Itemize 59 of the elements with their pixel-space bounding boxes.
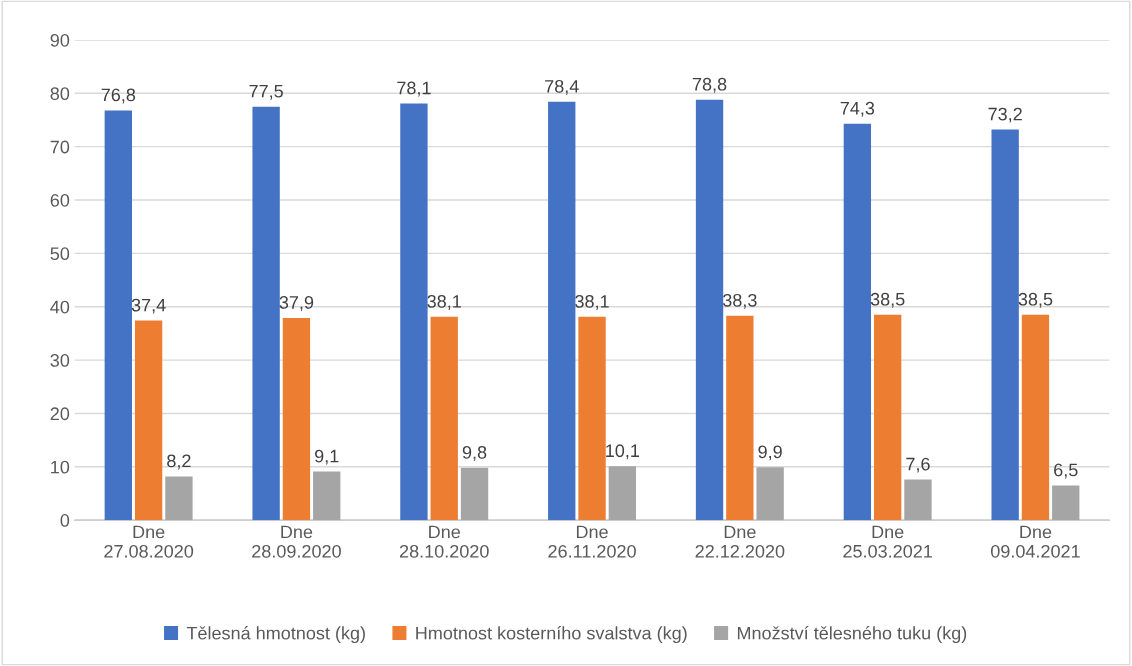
y-tick-label: 80 xyxy=(50,87,70,101)
y-tick-label: 0 xyxy=(60,514,70,527)
data-label: 38,3 xyxy=(722,293,757,309)
data-label: 78,4 xyxy=(545,79,579,95)
bar xyxy=(282,317,311,521)
data-label: 9,1 xyxy=(315,449,339,465)
y-tick-label: 90 xyxy=(50,33,70,47)
bar xyxy=(843,123,872,521)
y-tick-label: 20 xyxy=(50,407,70,421)
data-label: 38,1 xyxy=(575,294,609,310)
bar xyxy=(1021,314,1050,521)
bar xyxy=(252,106,280,521)
bar xyxy=(548,101,576,521)
data-label: 77,5 xyxy=(249,84,283,100)
data-label: 78,8 xyxy=(692,77,727,93)
data-label: 74,3 xyxy=(840,101,875,117)
data-label: 78,1 xyxy=(397,81,431,97)
bar xyxy=(460,467,489,521)
bar xyxy=(134,320,163,521)
bar xyxy=(578,316,606,521)
bar xyxy=(104,110,132,521)
y-tick-label: 70 xyxy=(50,140,70,154)
bar xyxy=(726,315,754,521)
y-tick-label: 50 xyxy=(50,247,70,261)
x-tick-label: Dne 28.10.2020 xyxy=(399,525,489,558)
x-tick-label: Dne 22.12.2020 xyxy=(695,525,785,558)
legend-label: Tělesná hmotnost (kg) xyxy=(186,626,365,644)
data-label: 9,8 xyxy=(462,445,487,461)
bar xyxy=(873,314,902,521)
data-label: 38,5 xyxy=(870,292,905,308)
bar xyxy=(756,467,784,521)
data-label: 7,6 xyxy=(906,457,930,473)
bar xyxy=(608,466,637,521)
bar xyxy=(400,103,428,521)
data-label: 73,2 xyxy=(988,107,1022,123)
x-tick-label: Dne 26.11.2020 xyxy=(548,525,636,558)
data-label: 9,9 xyxy=(758,445,782,461)
x-tick-label: Dne 25.03.2021 xyxy=(843,525,932,558)
y-tick-label: 30 xyxy=(50,354,70,367)
y-tick-label: 10 xyxy=(51,460,70,474)
y-tick-label: 40 xyxy=(50,300,70,314)
x-tick-label: Dne 09.04.2021 xyxy=(990,525,1080,558)
legend-label: Množství tělesného tuku (kg) xyxy=(737,626,967,644)
data-label: 76,8 xyxy=(101,88,136,104)
data-label: 8,2 xyxy=(167,454,191,470)
bar xyxy=(430,316,458,521)
bar xyxy=(904,479,932,521)
bar xyxy=(695,99,724,521)
data-label: 37,4 xyxy=(131,298,166,314)
bar xyxy=(165,476,193,521)
x-tick-label: Dne 28.09.2020 xyxy=(252,525,341,558)
x-tick-label: Dne 27.08.2020 xyxy=(104,525,194,558)
legend-label: Hmotnost kosterního svalstva (kg) xyxy=(416,626,687,644)
data-label: 6,5 xyxy=(1054,463,1078,479)
bar xyxy=(313,471,341,521)
y-tick-label: 60 xyxy=(50,193,70,207)
bar xyxy=(1052,485,1080,521)
data-label: 10,1 xyxy=(606,444,640,460)
bar xyxy=(991,129,1019,521)
